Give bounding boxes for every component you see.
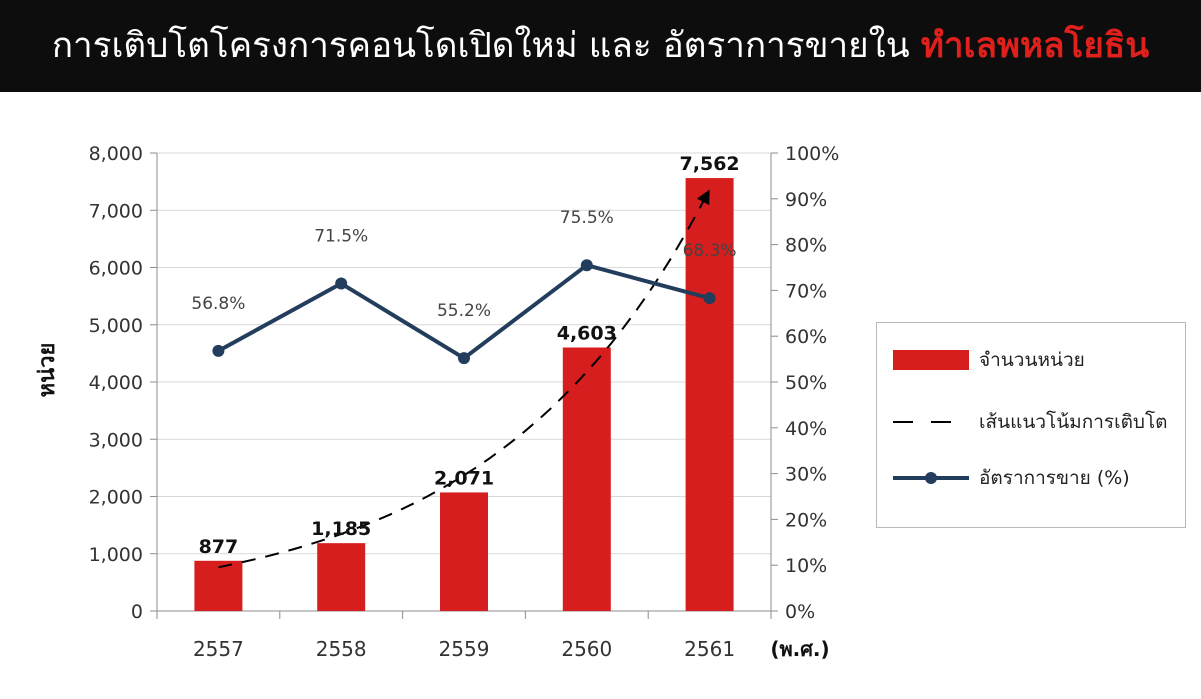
legend-item-trend: เส้นแนวโน้มการเติบโต bbox=[893, 407, 1168, 437]
bar-data-label: 4,603 bbox=[557, 322, 617, 344]
rate-point bbox=[458, 352, 470, 365]
chart-title-highlight: ทำเลพหลโยธิน bbox=[920, 26, 1150, 66]
legend-bar-swatch bbox=[893, 350, 969, 370]
legend-item-units: จำนวนหน่วย bbox=[893, 345, 1085, 375]
trendline bbox=[218, 189, 711, 569]
y2-tick-label: 20% bbox=[785, 509, 827, 531]
rate-point bbox=[703, 292, 716, 305]
legend-dash-swatch bbox=[893, 421, 969, 423]
legend-marker-swatch bbox=[925, 472, 937, 484]
y2-tick-label: 10% bbox=[785, 555, 827, 577]
y-tick-label: 7,000 bbox=[89, 200, 143, 222]
y-axis-title: หน่วย bbox=[35, 343, 60, 398]
bar bbox=[440, 492, 488, 611]
bar-data-label: 2,071 bbox=[434, 467, 494, 489]
y-tick-label: 4,000 bbox=[89, 372, 143, 394]
bar-data-label: 1,185 bbox=[311, 518, 371, 540]
y-tick-label: 1,000 bbox=[89, 544, 143, 566]
rate-data-label: 55.2% bbox=[437, 301, 491, 321]
y-tick-label: 8,000 bbox=[89, 143, 143, 165]
rate-point bbox=[335, 277, 348, 290]
title-banner: การเติบโตโครงการคอนโดเปิดใหม่ และ อัตราก… bbox=[0, 0, 1201, 92]
y-tick-label: 5,000 bbox=[89, 315, 143, 337]
rate-data-label: 68.3% bbox=[683, 241, 737, 261]
y-tick-label: 6,000 bbox=[89, 258, 143, 280]
y-tick-label: 0 bbox=[131, 601, 143, 623]
rate-data-label: 71.5% bbox=[314, 227, 368, 247]
y2-tick-label: 0% bbox=[785, 601, 815, 623]
x-tick-label: 2559 bbox=[439, 637, 490, 661]
legend-label-units: จำนวนหน่วย bbox=[979, 349, 1085, 371]
x-tick-label: 2560 bbox=[561, 637, 612, 661]
y-tick-label: 2,000 bbox=[89, 487, 143, 509]
y2-tick-label: 40% bbox=[785, 418, 827, 440]
rate-data-label: 75.5% bbox=[560, 208, 614, 228]
bar-data-label: 877 bbox=[199, 536, 239, 558]
x-tick-label: 2558 bbox=[316, 637, 367, 661]
bar bbox=[317, 543, 366, 611]
legend: จำนวนหน่วย เส้นแนวโน้มการเติบโต อัตราการ… bbox=[876, 322, 1186, 528]
legend-label-trend: เส้นแนวโน้มการเติบโต bbox=[979, 411, 1168, 433]
rate-point bbox=[212, 344, 225, 357]
x-axis-unit-label: (พ.ศ.) bbox=[770, 637, 829, 661]
y-tick-label: 3,000 bbox=[89, 429, 143, 451]
bar bbox=[562, 347, 611, 611]
y2-tick-label: 30% bbox=[785, 464, 827, 486]
rate-data-label: 56.8% bbox=[191, 294, 245, 314]
bar bbox=[685, 178, 734, 611]
y2-tick-label: 80% bbox=[785, 235, 827, 257]
chart-title: การเติบโตโครงการคอนโดเปิดใหม่ และ อัตราก… bbox=[0, 0, 1201, 92]
y2-tick-label: 100% bbox=[785, 143, 839, 165]
rate-point bbox=[580, 259, 593, 272]
y2-tick-label: 70% bbox=[785, 280, 827, 302]
y2-tick-label: 50% bbox=[785, 372, 827, 394]
chart-title-main: การเติบโตโครงการคอนโดเปิดใหม่ และ อัตราก… bbox=[51, 26, 910, 66]
bar bbox=[194, 560, 243, 611]
y2-tick-label: 90% bbox=[785, 189, 827, 211]
x-tick-label: 2557 bbox=[193, 637, 244, 661]
trendline-arrowhead bbox=[696, 189, 710, 206]
y2-tick-label: 60% bbox=[785, 326, 827, 348]
x-tick-label: 2561 bbox=[684, 637, 735, 661]
legend-label-rate: อัตราการขาย (%) bbox=[979, 467, 1130, 489]
bar-data-label: 7,562 bbox=[680, 153, 740, 175]
legend-item-rate: อัตราการขาย (%) bbox=[893, 463, 1130, 493]
